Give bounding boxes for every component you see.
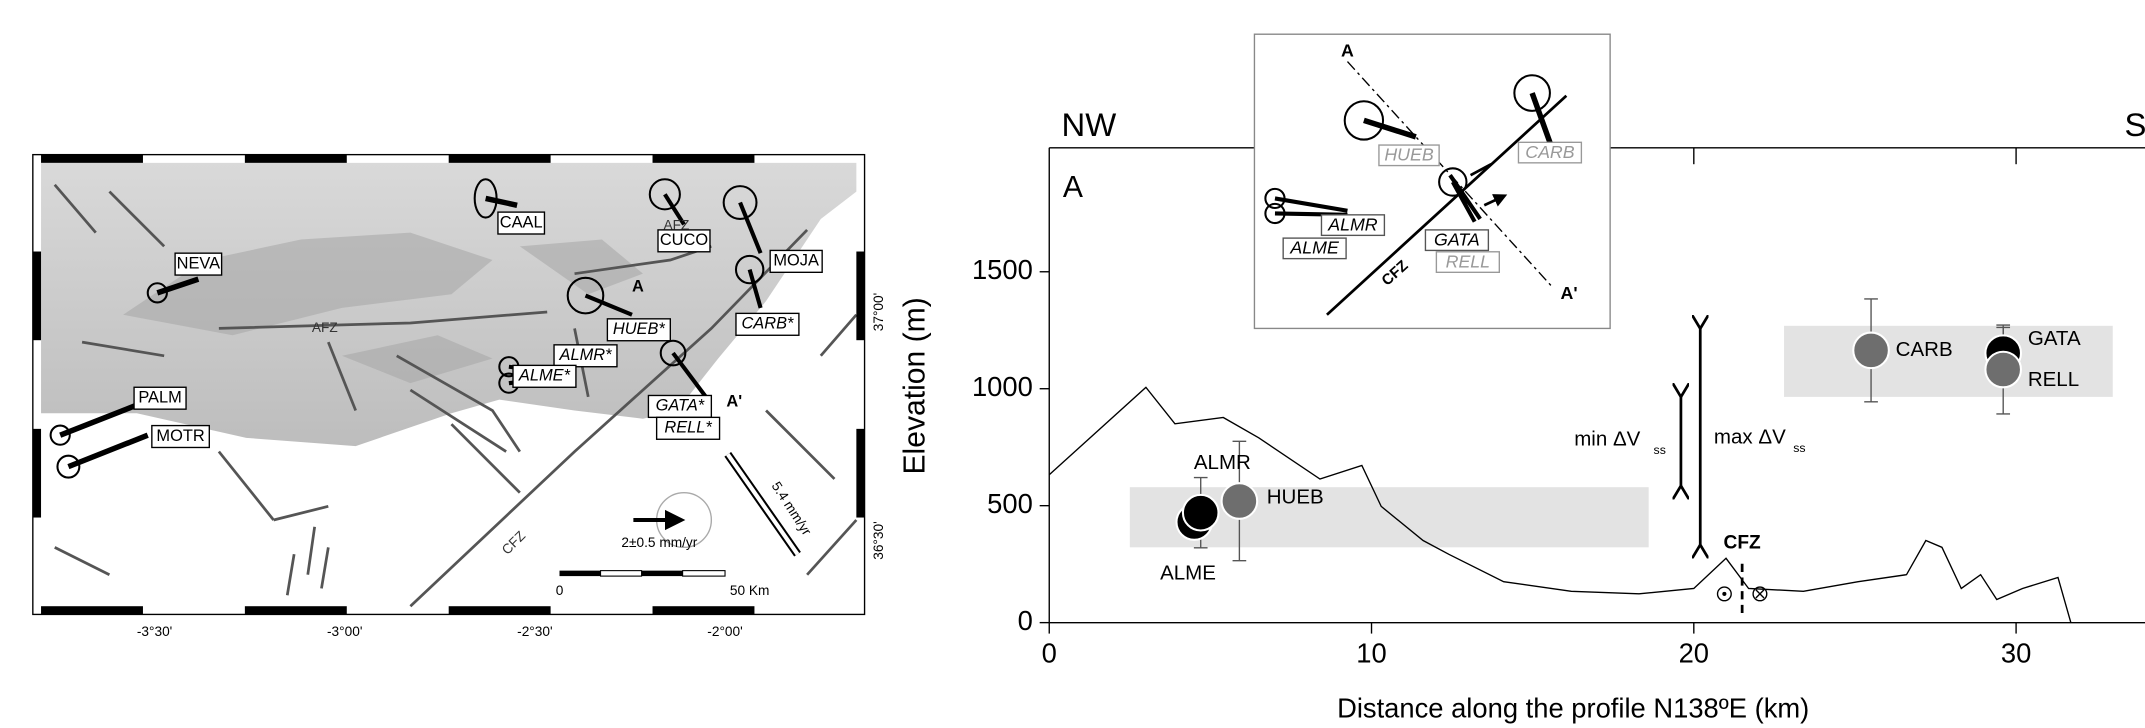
y-tick-label: 1000 xyxy=(972,371,1033,402)
station-label: GATA xyxy=(1434,230,1480,250)
station-label: RELL* xyxy=(664,419,712,437)
station-label: MOJA xyxy=(773,252,819,270)
elevation-profile xyxy=(1048,386,2072,623)
y-tick-label: 500 xyxy=(987,488,1033,519)
delta-label: max ΔV xyxy=(1714,425,1786,448)
station-label: CARB xyxy=(1896,338,1953,361)
land xyxy=(41,162,857,447)
border-bar xyxy=(32,428,42,518)
profile-end: A xyxy=(632,278,644,296)
station-label: ALMR xyxy=(1327,214,1378,234)
motion-symbol xyxy=(1755,589,1765,599)
delta-subscript: ss xyxy=(1793,441,1805,455)
fault-line xyxy=(1326,94,1568,316)
station-label: CARB* xyxy=(741,315,794,333)
station-label: PALM xyxy=(138,389,181,407)
border-bar xyxy=(652,606,755,615)
lon-label: -2°30' xyxy=(517,624,552,639)
motion-symbol xyxy=(1752,586,1768,602)
range-band xyxy=(1784,325,2113,397)
station-label: NEVA xyxy=(177,254,221,272)
delta-subscript: ss xyxy=(1654,443,1666,457)
profile-line xyxy=(1346,61,1554,288)
corner-label: S xyxy=(2124,106,2145,143)
profile-end: A' xyxy=(1561,283,1578,303)
profile-end: A xyxy=(1341,41,1354,61)
fault-label: CFZ xyxy=(1724,532,1762,553)
inset-labels: HUEB CARB ALMR ALME GATA RELL xyxy=(1282,141,1583,274)
station-label: GATA* xyxy=(656,397,705,415)
relief xyxy=(123,232,643,384)
station-label: HUEB* xyxy=(613,320,666,338)
station-label: GATA xyxy=(2028,327,2081,350)
x-tick-label: 0 xyxy=(1042,638,1057,669)
faults xyxy=(53,183,858,608)
delta-label: min ΔV xyxy=(1574,427,1640,450)
inset-frame xyxy=(1253,33,1611,330)
station-point xyxy=(1181,493,1220,532)
station-point xyxy=(1852,331,1890,370)
x-tick-label: 10 xyxy=(1356,638,1386,669)
corner-label: A xyxy=(1063,171,1084,204)
fault-label: AFZ xyxy=(663,217,689,232)
station-label: ALME xyxy=(1289,238,1340,258)
station-label: ALME* xyxy=(518,367,571,385)
station-point xyxy=(1984,350,2023,389)
border-bar xyxy=(41,606,143,615)
scale-label: 0 xyxy=(556,583,564,598)
y-tick-label: 0 xyxy=(1018,605,1033,636)
corner-label: NW xyxy=(1062,106,1117,143)
station-label: CAAL xyxy=(500,213,543,231)
x-tick-label: 20 xyxy=(1679,638,1709,669)
map-border xyxy=(32,154,865,615)
profile-end: A' xyxy=(726,393,742,411)
station-label: CUCO xyxy=(660,231,708,249)
border-bar xyxy=(41,154,143,163)
station-point xyxy=(1220,482,1259,520)
map: NEVA CAAL CUCO MOJA HUEB* CARB* ALMR* AL… xyxy=(32,153,886,639)
motion-symbol xyxy=(1722,591,1727,596)
station-label: ALME xyxy=(1160,561,1216,584)
scale-label: 50 Km xyxy=(730,583,770,598)
station-label: ALMR* xyxy=(559,346,613,364)
motion-symbol xyxy=(1716,586,1732,602)
lat-label: 37°00' xyxy=(871,293,886,332)
station-label: ALMR xyxy=(1194,451,1251,474)
border-bar xyxy=(244,606,347,615)
lon-label: -2°00' xyxy=(707,624,742,639)
station-label: HUEB xyxy=(1267,486,1324,509)
x-axis-label: Distance along the profile N138ºE (km) xyxy=(1337,692,1809,723)
lon-label: -3°00' xyxy=(327,624,362,639)
x-tick-label: 30 xyxy=(2001,638,2031,669)
border-bar xyxy=(448,606,551,615)
lat-label: 36°30' xyxy=(871,521,886,560)
border-bar xyxy=(32,251,42,341)
map-labels: NEVA CAAL CUCO MOJA HUEB* CARB* ALMR* AL… xyxy=(133,211,886,639)
border-bar xyxy=(652,154,755,163)
lon-label: -3°30' xyxy=(137,624,172,639)
border-bar xyxy=(856,251,865,341)
border-bar xyxy=(244,154,347,163)
station-label: CARB xyxy=(1525,142,1575,162)
y-axis-label: Elevation (m) xyxy=(899,297,932,474)
station-label: RELL xyxy=(2028,368,2079,391)
inset: A A' CFZ HUEB CARB ALMR ALME GATA RELL xyxy=(1253,33,1611,330)
border-bar xyxy=(856,428,865,518)
border-bar xyxy=(448,154,551,163)
fault-label: AFZ xyxy=(312,320,338,335)
velocity-scale: 2±0.5 mm/yr xyxy=(621,535,697,550)
station-label: MOTR xyxy=(156,427,204,445)
y-tick-label: 1500 xyxy=(972,254,1033,285)
station-label: HUEB xyxy=(1384,145,1434,165)
station-label: RELL xyxy=(1446,251,1490,271)
